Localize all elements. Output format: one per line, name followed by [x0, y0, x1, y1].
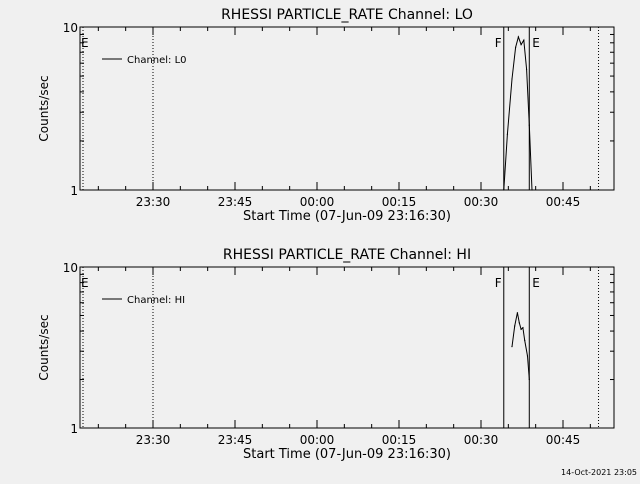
data-point	[517, 36, 519, 38]
data-point	[524, 339, 526, 342]
data-point	[514, 325, 516, 327]
x-tick-label: 00:15	[382, 195, 417, 209]
event-marker-label: F	[495, 36, 502, 50]
plot-lo-channel: RHESSI PARTICLE_RATE Channel: LO Counts/s…	[37, 7, 615, 224]
y-axis-label: Counts/sec	[37, 75, 51, 141]
data-point	[528, 124, 530, 126]
data-point	[528, 378, 530, 381]
footer-timestamp: 14-Oct-2021 23:05	[561, 468, 637, 477]
event-marker-label: E	[81, 276, 89, 290]
data-point	[515, 46, 517, 48]
x-tick-label: 00:45	[546, 195, 581, 209]
data-point	[511, 78, 513, 80]
event-marker-label: F	[495, 276, 502, 290]
x-tick-label: 23:45	[218, 195, 253, 209]
data-point	[520, 328, 522, 330]
data-point	[525, 68, 528, 70]
data-point	[516, 312, 519, 314]
data-point	[526, 355, 529, 357]
series-line	[503, 35, 533, 191]
x-tick-label: 00:30	[464, 195, 499, 209]
x-tick-label: 00:30	[464, 433, 499, 447]
legend-entry: Channel: HI	[127, 295, 185, 306]
y-tick-label: 1	[70, 184, 78, 198]
data-point	[511, 346, 513, 348]
plot-hi-channel: RHESSI PARTICLE_RATE Channel: HI Counts/s…	[37, 247, 615, 462]
event-marker-label: E	[81, 36, 89, 50]
event-marker-label: E	[532, 36, 540, 50]
data-point	[531, 189, 533, 191]
chart-title: RHESSI PARTICLE_RATE Channel: LO	[221, 7, 473, 23]
x-tick-label: 00:00	[300, 195, 335, 209]
x-tick-label: 00:00	[300, 433, 335, 447]
y-tick-label: 10	[63, 261, 78, 275]
data-point	[506, 133, 509, 135]
data-point	[522, 327, 524, 329]
x-tick-label: 23:30	[136, 433, 171, 447]
data-point	[503, 189, 505, 191]
data-point	[518, 322, 520, 324]
x-axis-label: Start Time (07-Jun-09 23:16:30)	[243, 447, 451, 462]
x-tick-label: 23:30	[136, 195, 171, 209]
legend-entry: Channel: L0	[127, 55, 187, 66]
data-point	[520, 43, 522, 46]
event-marker-label: E	[532, 276, 540, 290]
x-axis-label: Start Time (07-Jun-09 23:16:30)	[243, 209, 451, 224]
series-line	[511, 312, 530, 380]
data-point	[523, 39, 525, 41]
y-tick-label: 10	[63, 21, 78, 35]
x-tick-label: 00:45	[546, 433, 581, 447]
y-tick-label: 1	[70, 422, 78, 436]
plot-frame	[79, 26, 615, 191]
chart-title: RHESSI PARTICLE_RATE Channel: HI	[223, 247, 471, 263]
x-tick-label: 00:15	[382, 433, 417, 447]
plot-frame	[79, 266, 615, 429]
x-tick-label: 23:45	[218, 433, 253, 447]
y-axis-label: Counts/sec	[37, 314, 51, 380]
